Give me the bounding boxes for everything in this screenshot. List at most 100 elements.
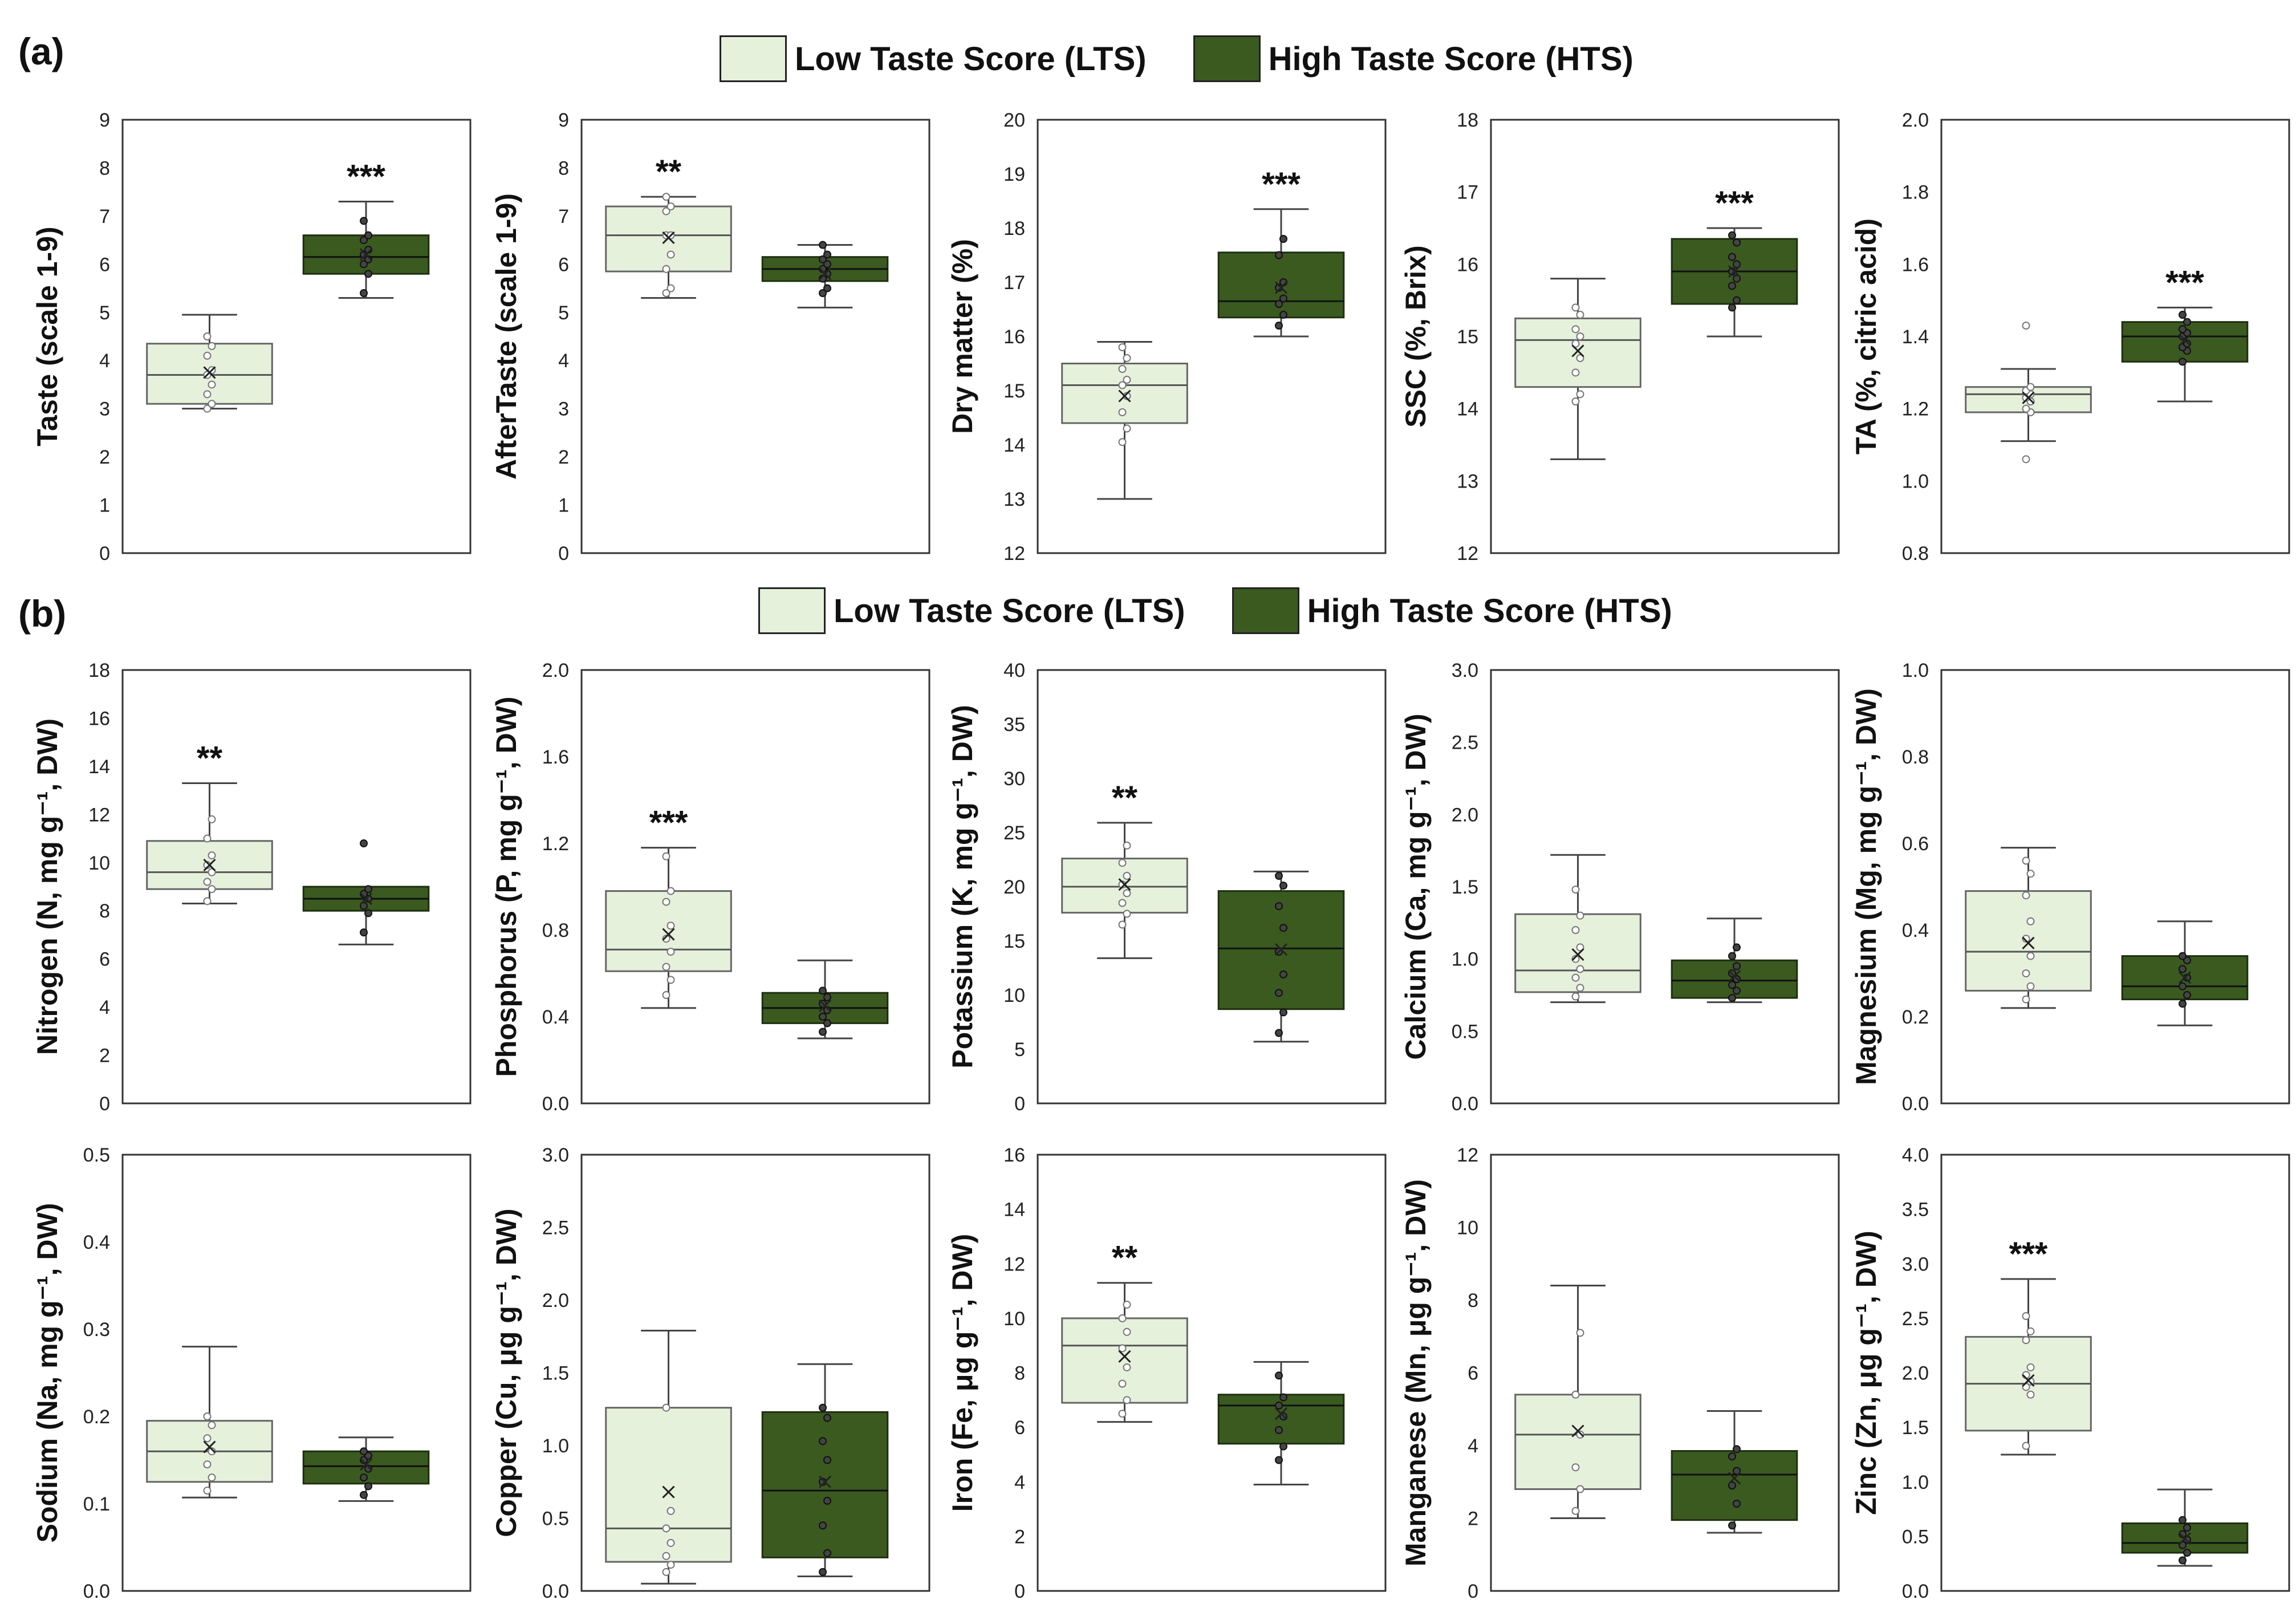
- data-point: [667, 948, 675, 956]
- legend-swatch-lts: [758, 587, 826, 634]
- chart-11: 0.0 0.1 0.2 0.3 0.4 0.5 Sodium (Na, mg g⁻¹, DW…: [31, 1144, 472, 1602]
- y-tick-label: 0.0: [542, 1093, 569, 1115]
- plot-frame: [1490, 119, 1840, 554]
- data-point: [360, 289, 368, 297]
- significance-marker: ***: [2165, 264, 2204, 301]
- y-tick-label: 2: [1468, 1508, 1478, 1530]
- data-point: [1279, 1442, 1287, 1451]
- legend-label-lts: Low Taste Score (LTS): [795, 40, 1147, 78]
- plot-frame: [1037, 669, 1387, 1105]
- data-point: [2026, 952, 2035, 960]
- data-point: [208, 1447, 216, 1456]
- data-point: [203, 332, 212, 340]
- box-hts: [1217, 870, 1345, 1043]
- box-hts: [2121, 306, 2249, 403]
- data-point: [1279, 235, 1287, 243]
- data-point: [364, 1464, 372, 1473]
- data-point: [1279, 294, 1287, 303]
- data-point: [2183, 339, 2191, 348]
- mean-marker: [1274, 943, 1288, 956]
- y-tick-label: 0: [558, 543, 569, 565]
- legend-a: Low Taste Score (LTS) High Taste Score (…: [720, 35, 1633, 82]
- data-point: [823, 250, 831, 259]
- data-point: [662, 1568, 670, 1576]
- data-point: [1279, 311, 1287, 319]
- data-point: [1733, 274, 1741, 283]
- data-point: [1275, 1401, 1283, 1410]
- data-point: [1118, 1314, 1127, 1322]
- y-tick-label: 1.6: [1902, 254, 1929, 275]
- chart-9: 0.0 0.5 1.0 1.5 2.0 2.5 3.0 Calcium (Ca, mg g⁻¹…: [1400, 660, 1840, 1115]
- y-tick-label: 10: [1457, 1217, 1478, 1239]
- mean-marker: [203, 366, 216, 379]
- data-point: [2026, 1390, 2035, 1399]
- data-point: [1733, 238, 1741, 247]
- y-tick-label: 8: [1468, 1290, 1478, 1312]
- box-hts: [761, 959, 889, 1040]
- data-point: [1728, 994, 1736, 1002]
- data-point: [208, 851, 216, 860]
- data-point: [823, 1414, 831, 1422]
- data-point: [203, 878, 212, 886]
- panel-label-a: (a): [18, 30, 64, 72]
- data-point: [662, 1552, 670, 1560]
- data-point: [819, 289, 827, 297]
- data-point: [662, 852, 670, 860]
- data-point: [1733, 296, 1741, 304]
- data-point: [823, 260, 831, 269]
- y-tick-label: 3: [558, 399, 569, 420]
- box-lts: [1514, 854, 1641, 1004]
- y-tick-label: 14: [1457, 399, 1478, 420]
- plot-frame: [1940, 669, 2290, 1105]
- y-tick-label: 0: [1468, 1581, 1478, 1602]
- data-point: [823, 1549, 831, 1557]
- box-hts: [1217, 1361, 1345, 1486]
- data-point: [1571, 1463, 1580, 1472]
- plot-frame: [580, 669, 930, 1105]
- data-point: [1118, 408, 1127, 416]
- data-point: [2022, 1336, 2030, 1345]
- y-tick-label: 0.0: [1452, 1093, 1478, 1115]
- data-point: [2022, 969, 2030, 977]
- data-point: [2026, 870, 2035, 878]
- y-axis-label: Magnesium (Mg, mg g⁻¹, DW): [1850, 688, 1882, 1085]
- box-hts: [761, 241, 889, 308]
- data-point: [203, 834, 212, 843]
- chart-10: 0.0 0.2 0.4 0.6 0.8 1.0 Magnesium (Mg, mg g⁻¹,…: [1850, 660, 2290, 1115]
- legend-b: Low Taste Score (LTS) High Taste Score (…: [758, 587, 1672, 634]
- y-axis-label: Dry matter (%): [946, 239, 978, 434]
- y-tick-label: 1.0: [1902, 470, 1929, 492]
- mean-marker: [1571, 344, 1584, 358]
- data-point: [1123, 1363, 1131, 1371]
- y-tick-label: 15: [1003, 931, 1025, 952]
- y-tick-label: 1.0: [1902, 1472, 1929, 1493]
- data-point: [2022, 322, 2030, 330]
- significance-marker: ***: [1262, 166, 1301, 203]
- y-tick-label: 2.5: [1452, 732, 1478, 754]
- data-point: [208, 1473, 216, 1482]
- y-tick-label: 4.0: [1902, 1144, 1929, 1166]
- y-tick-label: 18: [1003, 218, 1025, 239]
- data-point: [1279, 882, 1287, 890]
- y-axis-label: Iron (Fe, μg g⁻¹, DW): [946, 1234, 978, 1512]
- mean-marker: [662, 231, 675, 244]
- data-point: [1576, 1329, 1584, 1337]
- data-point: [2022, 891, 2030, 900]
- y-tick-label: 0.4: [1902, 920, 1929, 941]
- plot-frame: [1037, 1154, 1387, 1592]
- data-point: [208, 868, 216, 876]
- data-point: [2179, 952, 2187, 960]
- data-point: [1118, 365, 1127, 373]
- data-point: [2183, 1549, 2191, 1557]
- y-tick-label: 1.5: [1452, 876, 1478, 898]
- data-point: [2026, 917, 2035, 925]
- y-tick-label: 9: [558, 109, 569, 131]
- data-point: [667, 1507, 675, 1515]
- data-point: [1275, 872, 1283, 880]
- mean-marker: [818, 1475, 832, 1488]
- y-tick-label: 0.0: [1902, 1581, 1929, 1602]
- y-tick-label: 2.0: [542, 1290, 569, 1312]
- significance-marker: **: [1112, 1240, 1138, 1277]
- data-point: [1576, 965, 1584, 973]
- data-point: [662, 193, 670, 201]
